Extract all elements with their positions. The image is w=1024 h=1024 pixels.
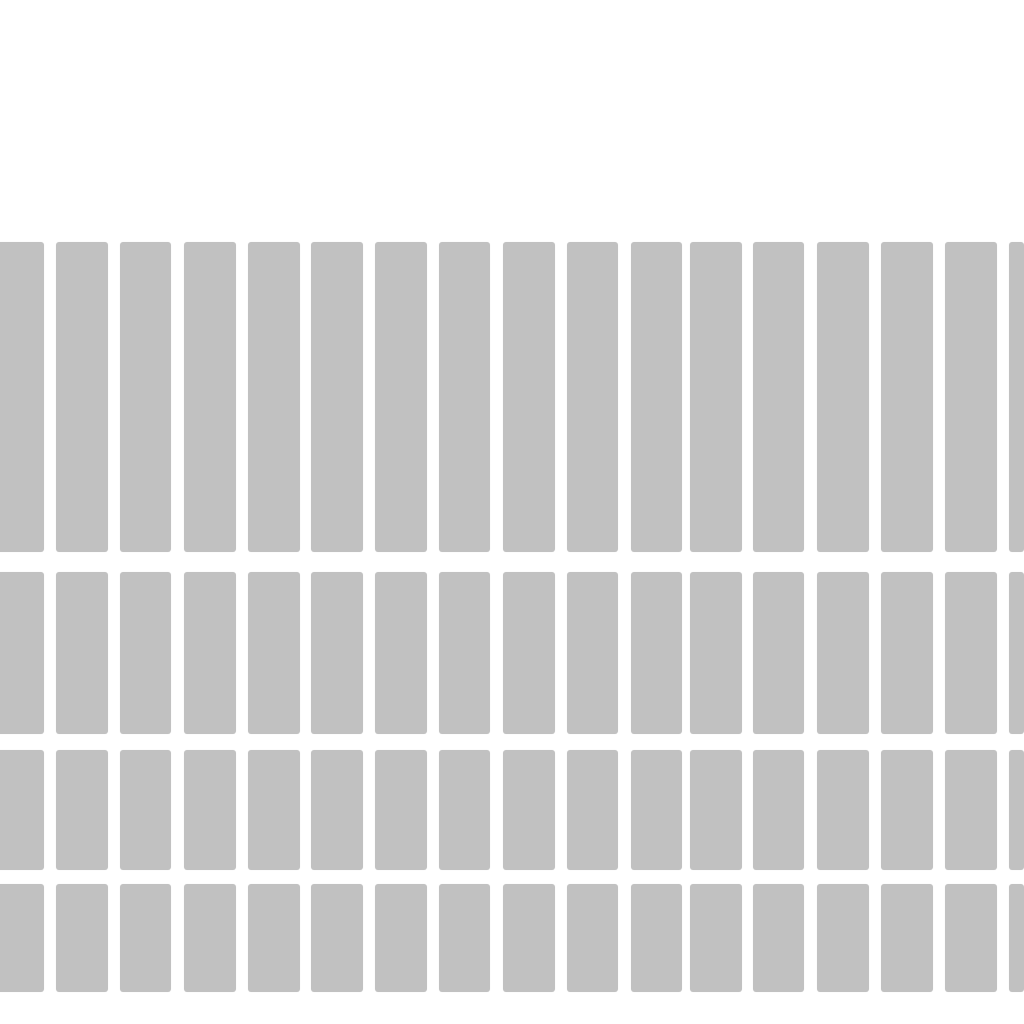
placeholder-tile — [945, 750, 997, 870]
placeholder-tile — [567, 572, 618, 734]
placeholder-tile — [375, 750, 427, 870]
placeholder-tile — [631, 884, 682, 992]
placeholder-tile — [120, 750, 171, 870]
placeholder-tile — [503, 572, 555, 734]
placeholder-tile — [311, 572, 363, 734]
placeholder-tile — [753, 884, 804, 992]
placeholder-tile — [0, 750, 44, 870]
placeholder-tile — [945, 572, 997, 734]
placeholder-tile — [439, 750, 490, 870]
placeholder-tile — [1009, 572, 1024, 734]
placeholder-tile — [375, 572, 427, 734]
placeholder-tile — [881, 750, 933, 870]
placeholder-tile — [503, 242, 555, 552]
placeholder-tile — [248, 884, 300, 992]
placeholder-tile — [56, 572, 108, 734]
placeholder-tile — [881, 572, 933, 734]
placeholder-tile — [184, 572, 236, 734]
placeholder-tile — [184, 750, 236, 870]
placeholder-tile — [753, 572, 804, 734]
placeholder-tile — [56, 242, 108, 552]
placeholder-tile — [945, 884, 997, 992]
placeholder-tile — [945, 242, 997, 552]
placeholder-tile — [1009, 242, 1024, 552]
placeholder-tile — [690, 750, 742, 870]
placeholder-tile — [503, 750, 555, 870]
placeholder-tile — [690, 242, 742, 552]
placeholder-tile — [0, 242, 44, 552]
placeholder-tile — [439, 242, 490, 552]
placeholder-tile — [0, 884, 44, 992]
placeholder-tile — [248, 750, 300, 870]
tile-row-2 — [0, 572, 1024, 734]
placeholder-tile — [690, 572, 742, 734]
placeholder-tile — [567, 242, 618, 552]
tile-row-4 — [0, 884, 1024, 992]
placeholder-tile — [690, 884, 742, 992]
placeholder-tile — [631, 750, 682, 870]
placeholder-tile — [631, 242, 682, 552]
placeholder-tile — [817, 750, 869, 870]
placeholder-tile — [375, 884, 427, 992]
placeholder-tile — [375, 242, 427, 552]
placeholder-tile — [631, 572, 682, 734]
placeholder-tile — [311, 884, 363, 992]
placeholder-tile — [0, 572, 44, 734]
placeholder-tile — [817, 884, 869, 992]
tile-row-3 — [0, 750, 1024, 870]
placeholder-tile — [1009, 884, 1024, 992]
placeholder-tile — [1009, 750, 1024, 870]
placeholder-tile — [311, 750, 363, 870]
placeholder-tile — [120, 242, 171, 552]
placeholder-tile — [881, 242, 933, 552]
placeholder-tile — [56, 884, 108, 992]
placeholder-tile — [753, 242, 804, 552]
tile-row-1 — [0, 242, 1024, 552]
placeholder-tile — [248, 572, 300, 734]
placeholder-tile — [184, 884, 236, 992]
placeholder-tile — [817, 572, 869, 734]
placeholder-tile — [567, 884, 618, 992]
placeholder-tile — [120, 884, 171, 992]
placeholder-tile — [439, 572, 490, 734]
placeholder-tile — [184, 242, 236, 552]
placeholder-tile — [503, 884, 555, 992]
placeholder-tile — [881, 884, 933, 992]
placeholder-tile — [567, 750, 618, 870]
placeholder-tile — [817, 242, 869, 552]
placeholder-tile — [248, 242, 300, 552]
placeholder-tile — [120, 572, 171, 734]
placeholder-tile — [753, 750, 804, 870]
placeholder-tile — [311, 242, 363, 552]
placeholder-tile — [439, 884, 490, 992]
placeholder-tile — [56, 750, 108, 870]
